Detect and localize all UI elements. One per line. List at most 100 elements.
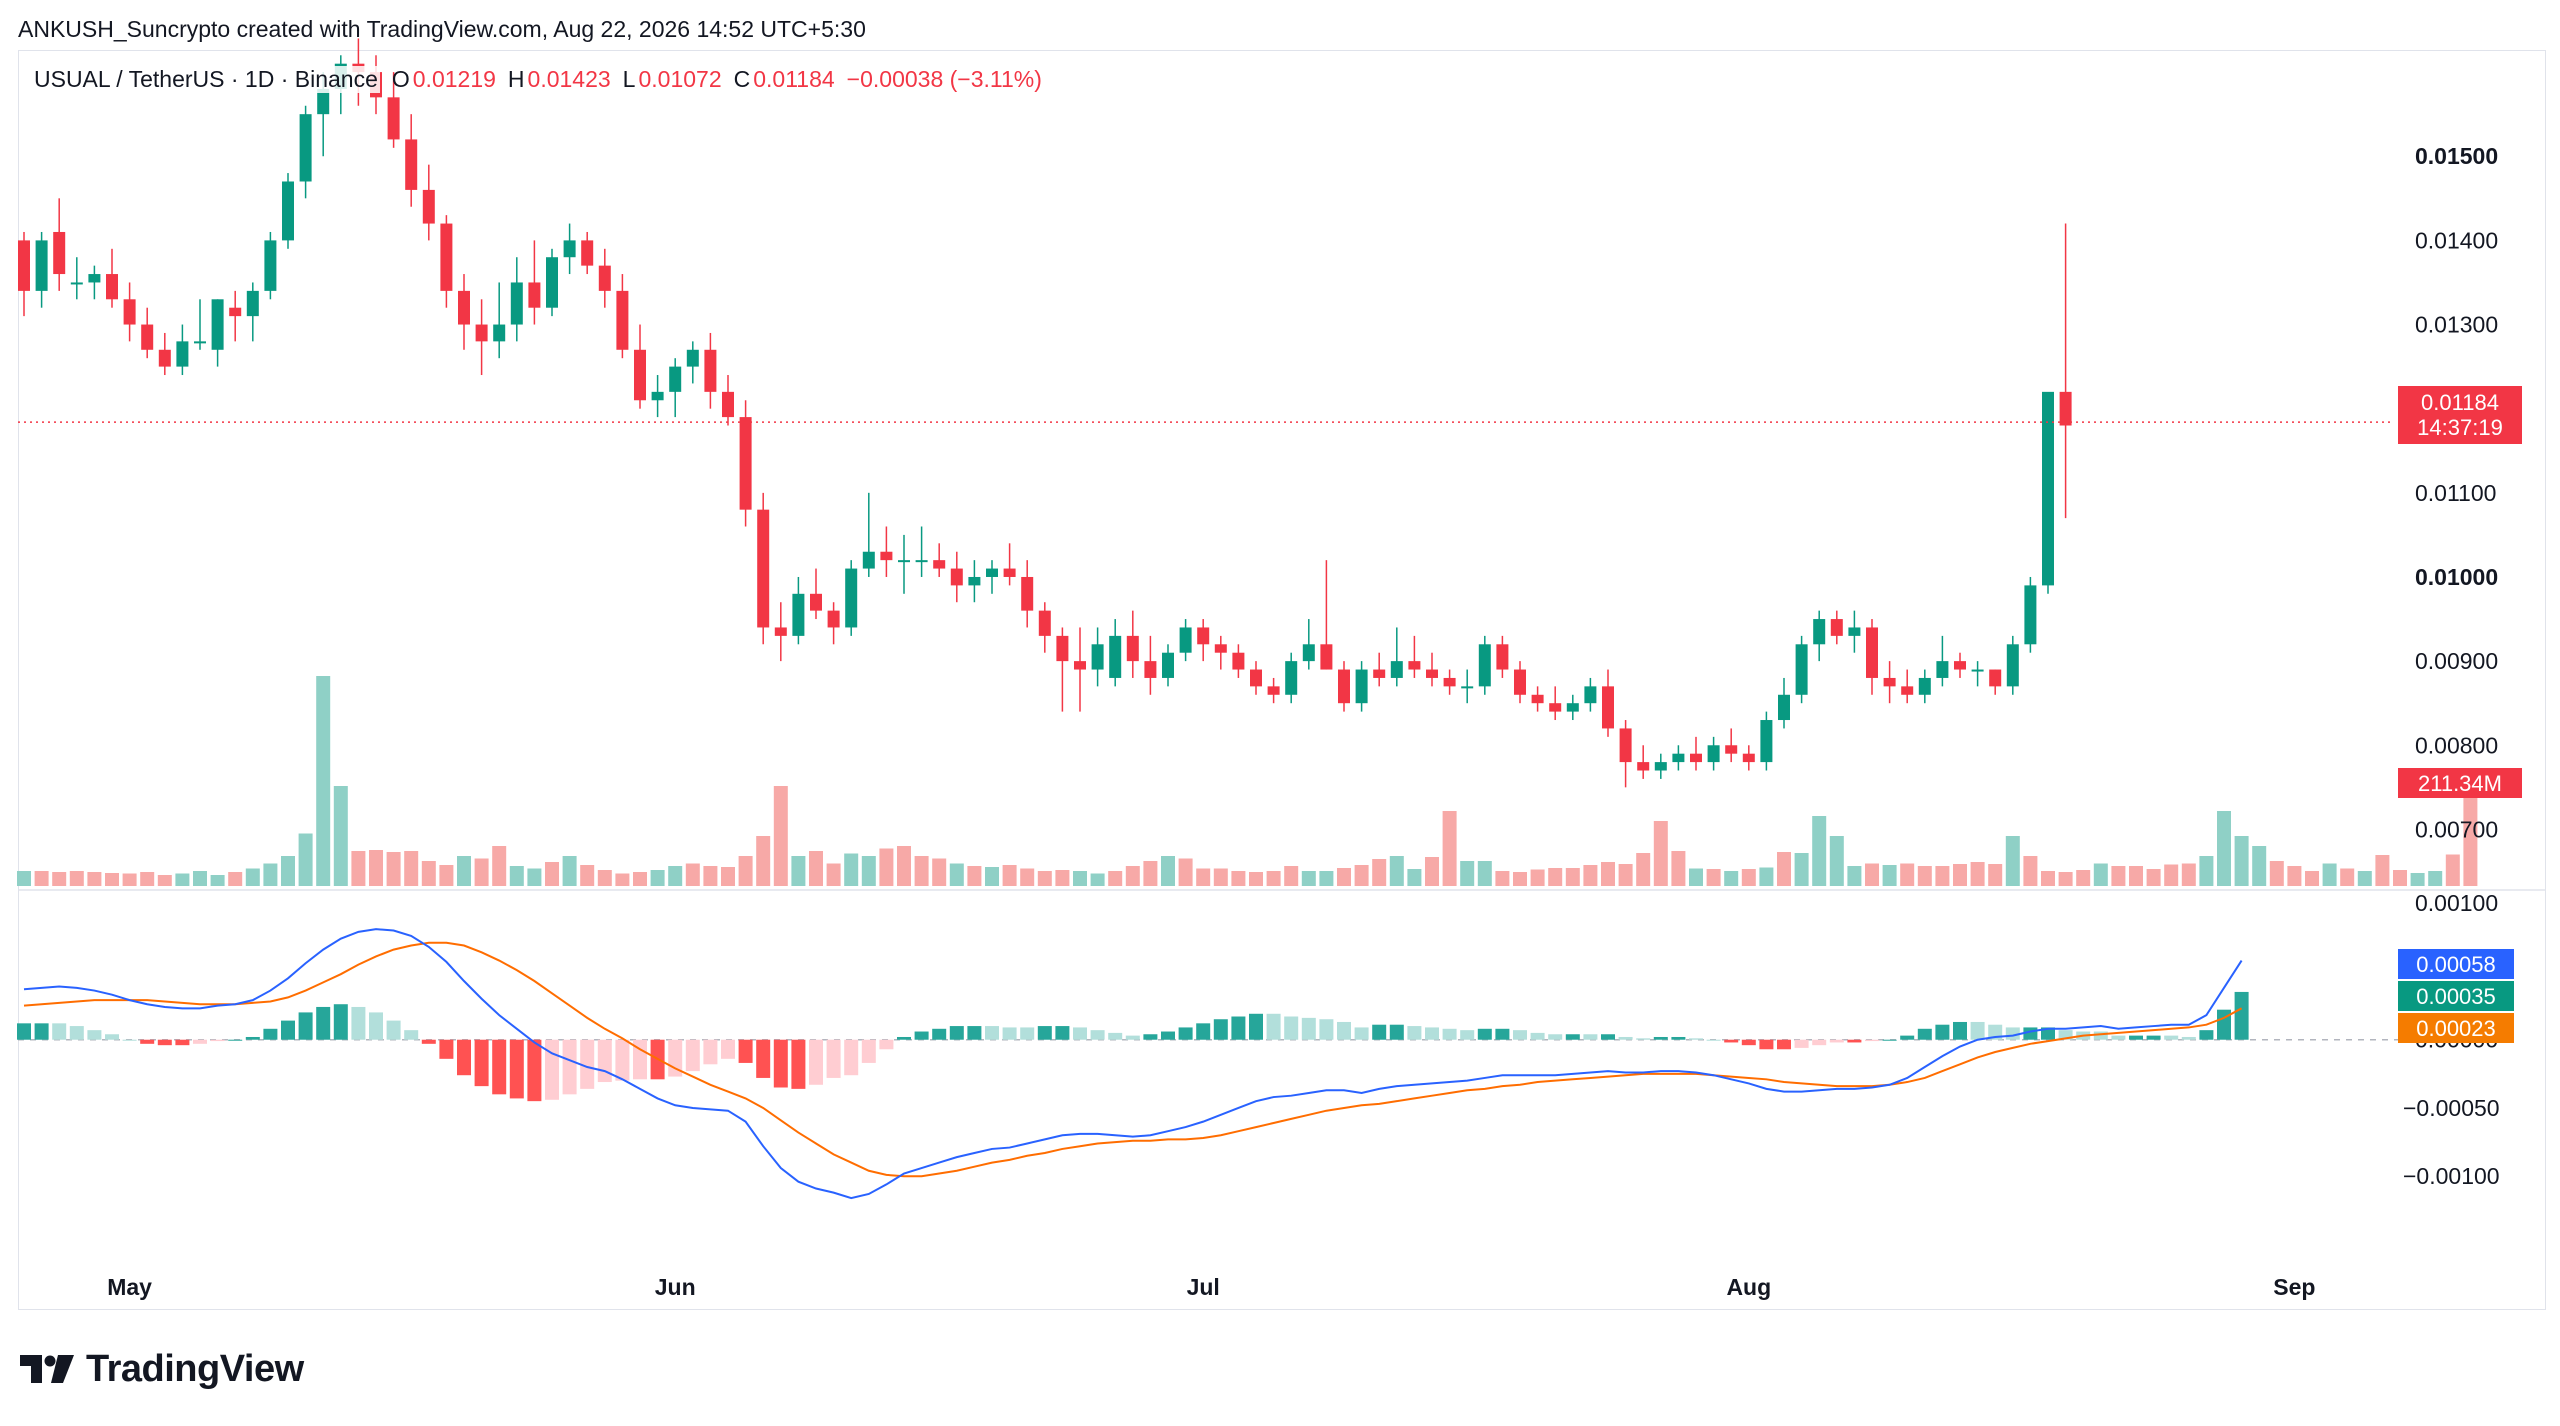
- histogram-bar: [1829, 1039, 1844, 1043]
- candle-body: [968, 576, 981, 586]
- volume-bar: [1601, 862, 1615, 886]
- volume-bar: [2322, 863, 2337, 886]
- volume-bar: [1213, 868, 1228, 886]
- candle-body: [123, 299, 136, 325]
- volume-bar: [2375, 855, 2390, 886]
- histogram-bar: [1759, 1039, 1774, 1050]
- volume-bar: [1618, 864, 1633, 886]
- time-axis-label: Jul: [1187, 1274, 1220, 1300]
- price-axis-label: 0.01300: [2415, 312, 2498, 338]
- volume-bar: [369, 850, 383, 886]
- volume-bar: [439, 865, 454, 886]
- candle-body: [792, 593, 805, 636]
- volume-bar: [1477, 861, 1492, 886]
- volume-bar: [826, 863, 841, 886]
- histogram-bar: [474, 1039, 489, 1087]
- histogram-bar: [457, 1039, 471, 1076]
- volume-bar: [1953, 864, 1967, 886]
- histogram-bar: [791, 1039, 806, 1089]
- candle-body: [933, 560, 946, 569]
- candle-body: [88, 274, 101, 283]
- volume-bar: [263, 863, 278, 886]
- volume-bar: [650, 870, 665, 886]
- histogram-bar: [2041, 1027, 2055, 1040]
- volume-bar: [1090, 873, 1105, 886]
- volume-bar: [844, 853, 859, 886]
- candle-body: [1813, 619, 1826, 645]
- volume-bar: [2463, 780, 2478, 886]
- histogram-bar: [527, 1039, 542, 1102]
- volume-bar: [1389, 856, 1404, 886]
- macd-axis-label: −0.00050: [2403, 1095, 2500, 1121]
- volume-bar: [1407, 869, 1422, 886]
- volume-bar: [721, 867, 735, 886]
- histogram-bar: [1249, 1013, 1263, 1040]
- candle-body: [387, 97, 400, 140]
- volume-bar: [1442, 811, 1457, 886]
- open-value: 0.01219: [412, 66, 496, 92]
- change-value: −0.00038 (−3.11%): [846, 66, 1042, 92]
- candle-body: [880, 551, 893, 561]
- histogram-bar: [1178, 1027, 1193, 1040]
- candle-body: [1989, 669, 2002, 687]
- histogram-bar: [1741, 1039, 1756, 1046]
- candle-body: [229, 307, 242, 317]
- candle-body: [1373, 669, 1386, 678]
- histogram-bar: [1847, 1039, 1862, 1043]
- histogram-bar: [1583, 1034, 1598, 1040]
- volume-bar: [1460, 861, 1475, 886]
- histogram-bar: [1073, 1027, 1087, 1040]
- candle-body: [704, 349, 717, 392]
- candle-body: [1566, 703, 1579, 712]
- candle-body: [1355, 669, 1368, 704]
- volume-bar: [756, 836, 771, 886]
- macd-line: [23, 928, 2243, 1200]
- candle-body: [1936, 661, 1949, 678]
- candle-body: [1901, 686, 1914, 695]
- candle-body: [2042, 391, 2054, 586]
- candle-body: [1496, 644, 1509, 670]
- histogram-bar: [298, 1012, 313, 1040]
- candle-body: [2059, 391, 2072, 426]
- candle-body: [1602, 686, 1614, 729]
- histogram-bar: [844, 1039, 859, 1076]
- volume-bar: [809, 851, 823, 886]
- volume-bar: [597, 870, 612, 886]
- candle-body: [35, 240, 48, 291]
- candle-body: [1619, 728, 1632, 763]
- signal-line: [23, 941, 2243, 1178]
- candle-body: [1830, 619, 1843, 636]
- candle-body: [422, 189, 435, 224]
- volume-bar: [1425, 857, 1439, 886]
- histogram-bar: [2217, 1009, 2231, 1040]
- histogram-bar: [1213, 1019, 1228, 1040]
- volume-bar: [193, 871, 207, 886]
- histogram-bar: [316, 1006, 331, 1040]
- candle-body: [1267, 686, 1280, 695]
- candle-body: [810, 593, 822, 611]
- candle-body: [1690, 753, 1702, 763]
- volume-bar: [245, 868, 260, 886]
- histogram-bar: [2058, 1030, 2073, 1040]
- candle-body: [1302, 644, 1315, 662]
- histogram-bar: [34, 1023, 49, 1040]
- histogram-bar: [140, 1039, 155, 1044]
- volume-bar: [1125, 866, 1140, 886]
- histogram-bar: [1653, 1036, 1668, 1040]
- histogram-bar: [87, 1030, 102, 1040]
- histogram-bar: [1337, 1021, 1351, 1040]
- volume-bar: [1055, 870, 1070, 886]
- volume-bar: [1812, 816, 1827, 886]
- histogram-bar: [351, 1006, 366, 1040]
- candle-body: [2024, 585, 2037, 645]
- tradingview-logo[interactable]: TradingView: [20, 1348, 304, 1391]
- symbol-label[interactable]: USUAL / TetherUS · 1D · Binance: [34, 66, 380, 93]
- volume-bar: [333, 786, 348, 886]
- histogram-bar: [1671, 1036, 1686, 1040]
- volume-bar: [2410, 873, 2425, 886]
- volume-bar: [492, 846, 507, 886]
- histogram-bar: [1706, 1039, 1721, 1041]
- histogram-bar: [386, 1020, 401, 1040]
- candle-body: [1760, 720, 1773, 763]
